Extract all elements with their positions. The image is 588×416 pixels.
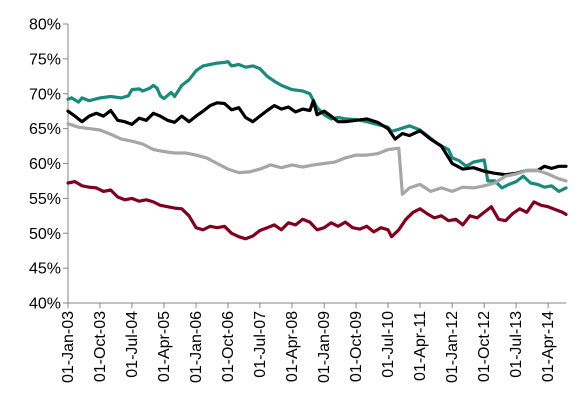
x-tick-label: 01-Jul-04 <box>124 311 141 378</box>
y-tick-label: 65% <box>29 121 61 138</box>
x-tick-label: 01-Apr-14 <box>540 311 557 382</box>
x-axis-ticks: 01-Jan-03 01-Oct-03 01-Jul-04 01-Apr-05 01-J… <box>60 303 557 383</box>
series-line-1 <box>66 60 568 193</box>
y-tick-label: 55% <box>29 191 61 208</box>
series-line-3 <box>66 122 568 196</box>
x-tick-label: 01-Jul-10 <box>380 311 397 378</box>
x-tick-label: 01-Oct-09 <box>348 311 365 382</box>
x-tick-label: 01-Jan-09 <box>316 311 333 383</box>
y-tick-label: 70% <box>29 86 61 103</box>
series-line-4 <box>66 180 568 241</box>
x-tick-label: 01-Oct-12 <box>476 311 493 382</box>
y-tick-label: 75% <box>29 51 61 68</box>
x-tick-label: 01-Jul-07 <box>252 311 269 378</box>
series-line-2 <box>66 99 568 177</box>
y-tick-label: 60% <box>29 156 61 173</box>
x-tick-label: 01-Apr-05 <box>156 311 173 382</box>
y-axis-ticks: 40% 45% 50% 55% 60% 65% 70% 75% 80% <box>29 17 68 313</box>
x-tick-label: 01-Apr-11 <box>412 311 429 381</box>
y-tick-label: 50% <box>29 226 61 243</box>
x-tick-label: 01-Apr-08 <box>284 311 301 382</box>
x-tick-label: 01-Oct-06 <box>220 311 237 382</box>
y-tick-label: 40% <box>29 296 61 313</box>
y-tick-label: 80% <box>29 17 61 34</box>
x-tick-label: 01-Jan-03 <box>60 311 77 383</box>
series-lines <box>66 60 568 241</box>
x-tick-label: 01-Jul-13 <box>508 311 525 378</box>
x-tick-label: 01-Jan-06 <box>188 311 205 383</box>
y-tick-label: 45% <box>29 261 61 278</box>
x-tick-label: 01-Jan-12 <box>444 311 461 383</box>
x-tick-label: 01-Oct-03 <box>92 311 109 382</box>
